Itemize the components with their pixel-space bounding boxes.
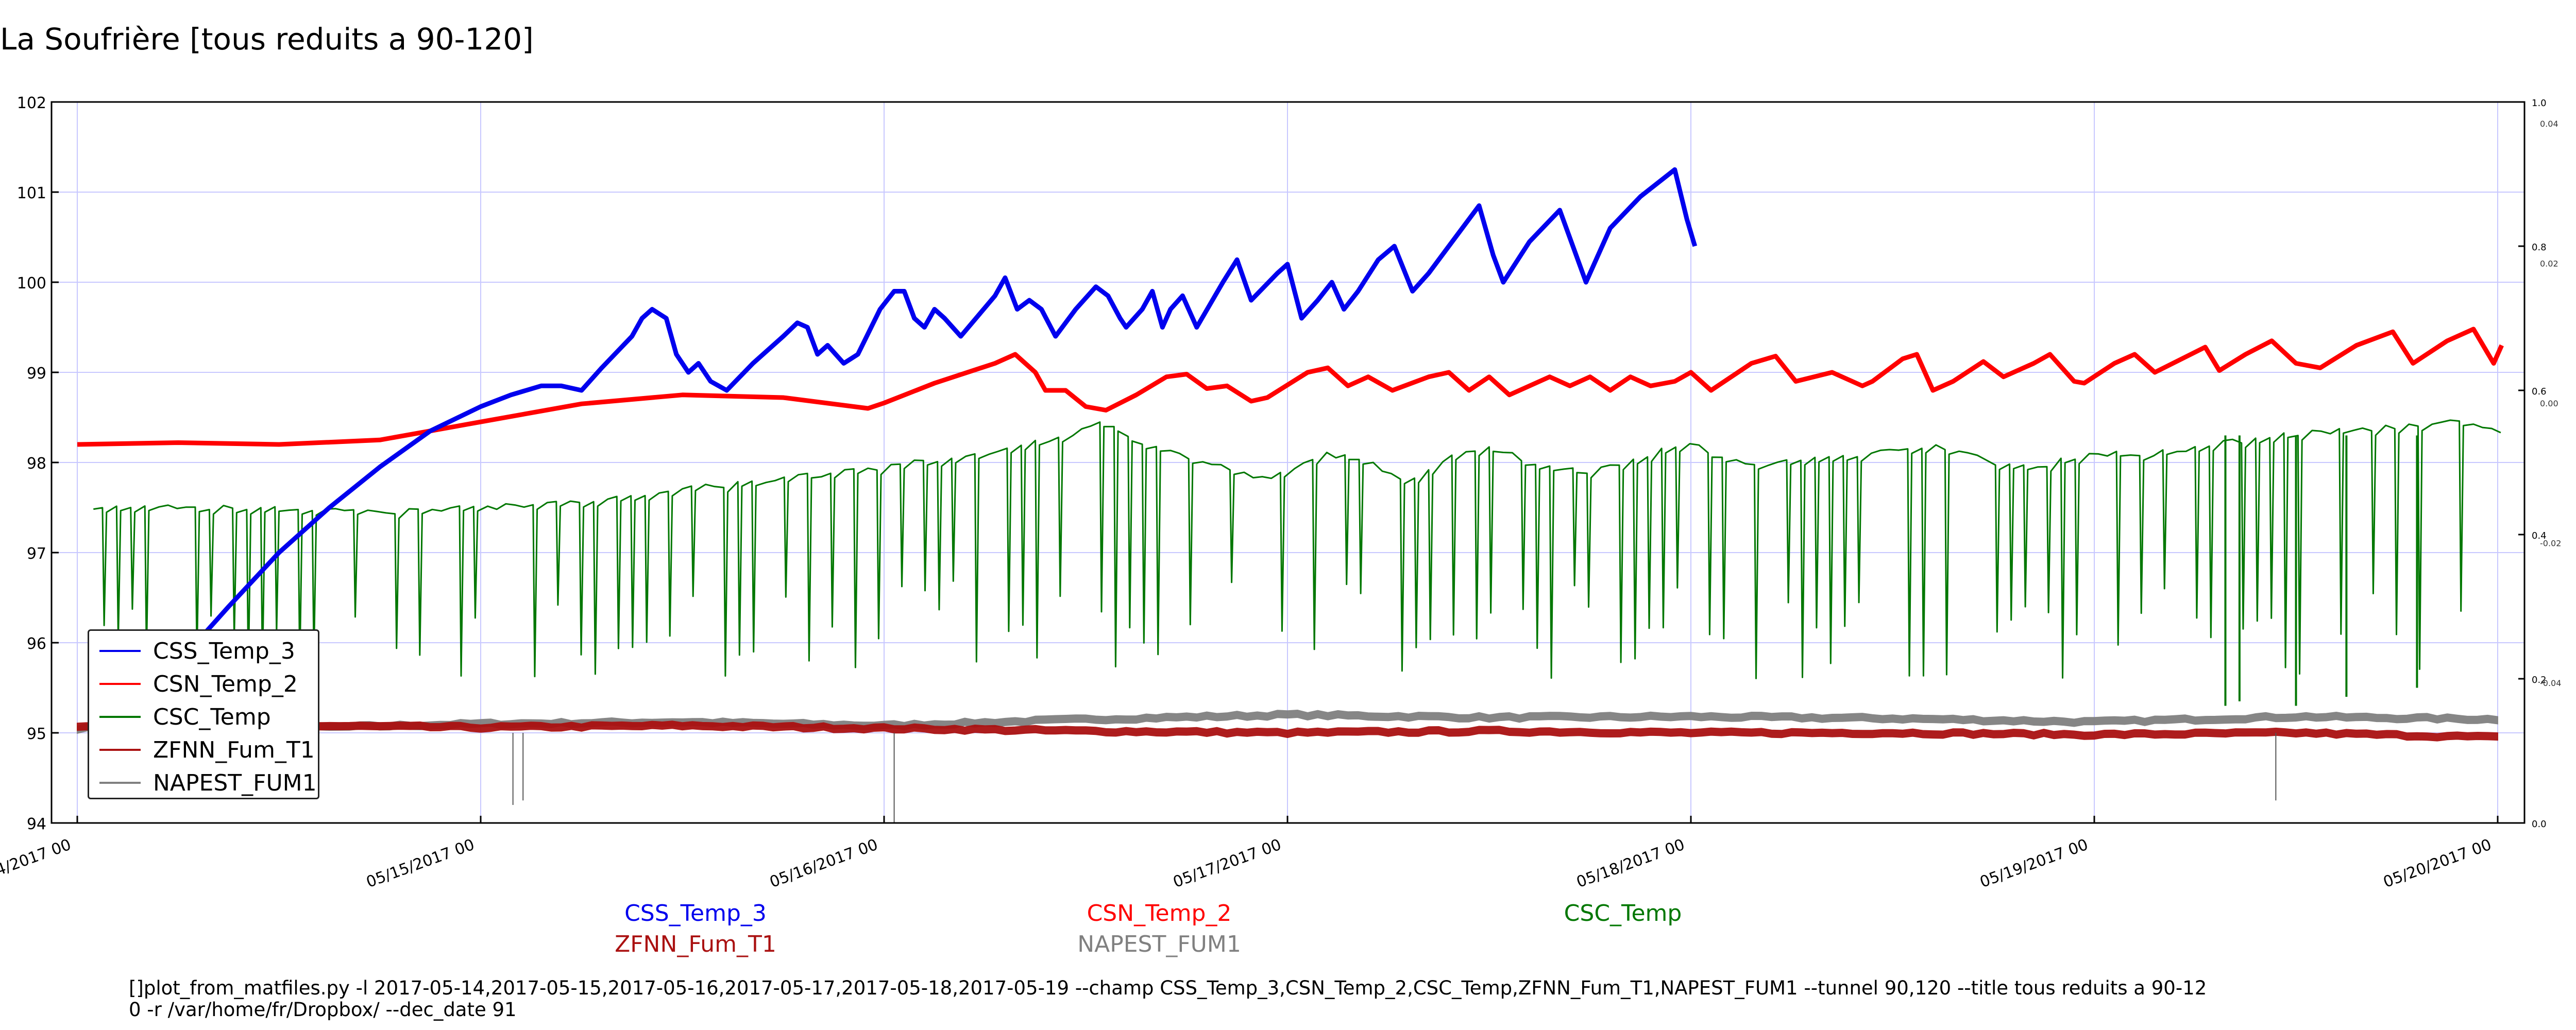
legend-marker-csc-temp	[99, 716, 141, 718]
y-tick-label: 95	[27, 725, 46, 743]
x-tick-label: 05/17/2017 00	[1171, 836, 1283, 891]
legend-marker-css-temp-3	[99, 650, 141, 652]
legend-label: CSN_Temp_2	[153, 671, 298, 697]
y-tick-label: 99	[27, 365, 46, 383]
legend-item-zfnn-fum-t1: ZFNN_Fum_T1	[99, 734, 315, 766]
right-minor-tick-label: -0.02	[2540, 539, 2561, 548]
series-zfnn-fum-t1-band	[77, 720, 2498, 742]
legend-marker-napest-fum1	[99, 782, 141, 784]
legend: CSS_Temp_3 CSN_Temp_2 CSC_Temp ZFNN_Fum_…	[88, 629, 319, 799]
x-tick-label: 05/19/2017 00	[1977, 836, 2090, 891]
series-csc-temp-line	[93, 419, 2501, 679]
y-tick-label: 100	[17, 274, 46, 293]
legend-label: CSS_Temp_3	[153, 638, 295, 664]
y-tick-label: 102	[17, 94, 46, 112]
right-minor-tick-label: 0.04	[2540, 119, 2558, 129]
y-tick-label: 94	[27, 815, 46, 833]
y-tick-label: 98	[27, 455, 46, 473]
legend-label: ZFNN_Fum_T1	[153, 736, 315, 763]
right-minor-tick-label: 0.02	[2540, 259, 2558, 269]
x-tick-label: 05/16/2017 00	[767, 836, 880, 891]
legend-item-csc-temp: CSC_Temp	[99, 701, 271, 733]
x-tick-label: 05/18/2017 00	[1574, 836, 1687, 891]
right-minor-tick-label: 0.00	[2540, 399, 2558, 408]
command-line: []plot_from_matfiles.py -l 2017-05-14,20…	[129, 977, 2344, 1021]
caption-zfnn-fum-t1: ZFNN_Fum_T1	[615, 931, 776, 957]
series-css-temp-3-line	[194, 167, 1698, 644]
legend-item-css-temp-3: CSS_Temp_3	[99, 635, 295, 667]
x-tick-label: 05/14/2017 00	[0, 836, 74, 891]
y-tick-label: 101	[17, 184, 46, 202]
right-tick-label: 0.6	[2532, 386, 2547, 397]
command-line-2: 0 -r /var/home/fr/Dropbox/ --dec_date 91	[129, 999, 517, 1021]
right-tick-label: 0.8	[2532, 242, 2547, 253]
right-tick-label: 0.0	[2532, 819, 2547, 830]
series-csn-temp-2-line	[77, 327, 2504, 447]
right-minor-tick-label: -0.04	[2540, 678, 2561, 688]
right-tick-label: 0.2	[2532, 675, 2547, 685]
caption-csn-temp-2: CSN_Temp_2	[1087, 900, 1232, 926]
y-tick-label: 97	[27, 545, 46, 563]
legend-item-napest-fum1: NAPEST_FUM1	[99, 767, 317, 799]
x-tick-label: 05/20/2017 00	[2381, 836, 2494, 891]
x-tick-label: 05/15/2017 00	[364, 836, 477, 891]
caption-napest-fum1: NAPEST_FUM1	[1077, 931, 1241, 957]
caption-css-temp-3: CSS_Temp_3	[624, 900, 767, 926]
y-tick-label: 96	[27, 635, 46, 653]
legend-label: CSC_Temp	[153, 703, 271, 730]
right-tick-label: 0.4	[2532, 530, 2547, 541]
caption-csc-temp: CSC_Temp	[1564, 900, 1682, 926]
legend-marker-csn-temp-2	[99, 683, 141, 685]
command-line-1: []plot_from_matfiles.py -l 2017-05-14,20…	[129, 977, 2207, 999]
chart-title: La Soufrière [tous reduits a 90-120]	[0, 22, 534, 57]
right-tick-label: 1.0	[2532, 98, 2547, 109]
series-layer	[77, 167, 2504, 823]
legend-marker-zfnn-fum-t1	[99, 749, 141, 751]
legend-item-csn-temp-2: CSN_Temp_2	[99, 668, 298, 700]
legend-label: NAPEST_FUM1	[153, 769, 317, 796]
